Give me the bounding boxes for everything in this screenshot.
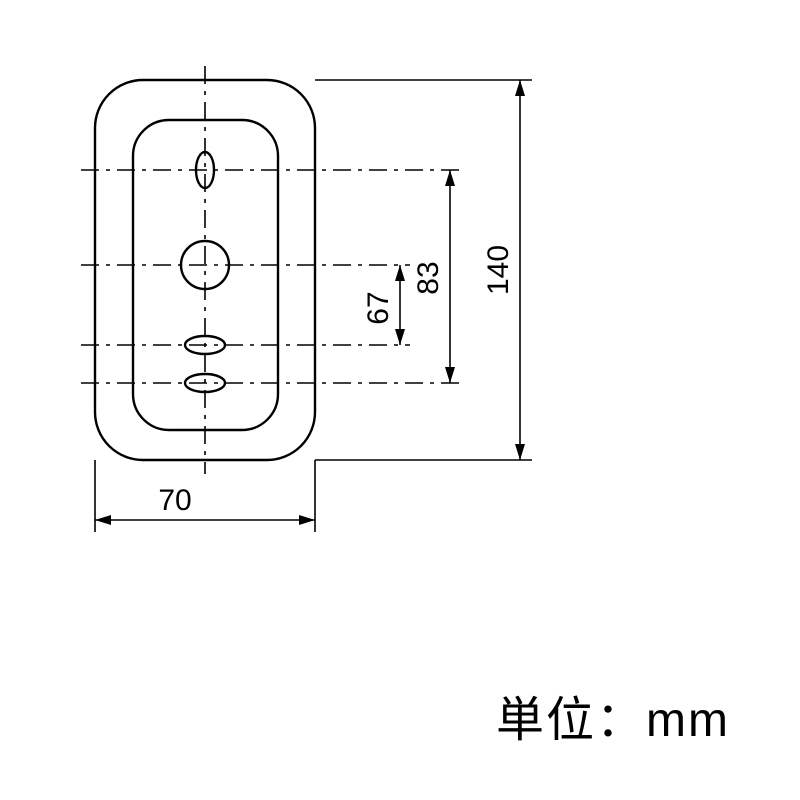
drawing-canvas: 70 140 83 67 単位：mm	[0, 0, 800, 800]
svg-text:140: 140	[482, 245, 515, 295]
unit-label: 単位：mm	[496, 680, 730, 750]
svg-text:70: 70	[158, 484, 191, 517]
svg-text:83: 83	[412, 261, 445, 294]
svg-text:67: 67	[362, 291, 395, 324]
